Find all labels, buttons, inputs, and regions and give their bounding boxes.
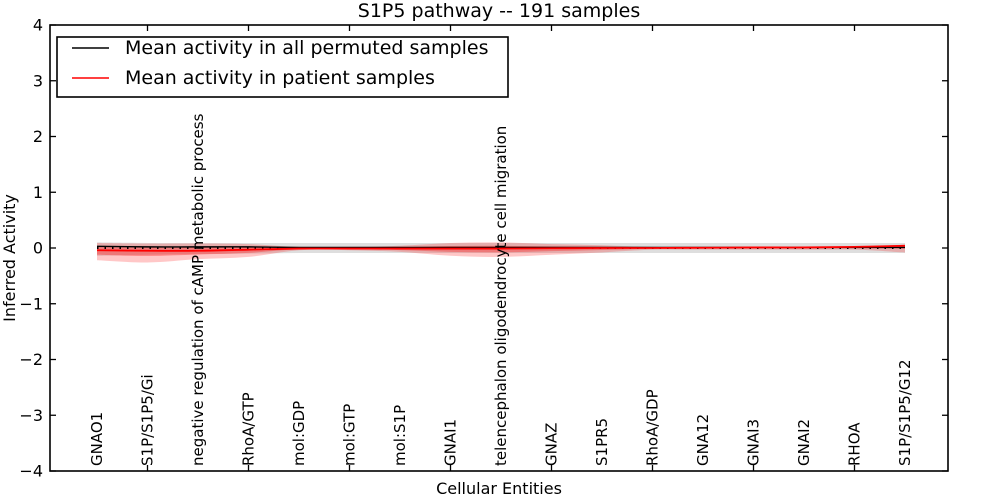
x-category-label: RhoA/GTP [240,392,258,466]
y-tick-label: −3 [19,406,43,425]
chart-title: S1P5 pathway -- 191 samples [358,0,640,22]
x-category-label: GNAI3 [745,419,763,466]
legend-label-patient: Mean activity in patient samples [125,67,435,89]
y-tick-label: 1 [33,183,43,202]
x-category-label: GNAO1 [88,412,106,466]
x-category-label: telencephalon oligodendrocyte cell migra… [492,126,510,466]
x-category-label: S1P/S1P5/G12 [896,359,914,466]
y-tick-label: −4 [19,462,43,481]
legend-box [56,36,509,98]
y-tick-label: 0 [33,239,43,258]
x-axis-label: Cellular Entities [436,479,562,498]
legend-label-permuted: Mean activity in all permuted samples [125,37,488,59]
x-category-label: S1P/S1P5/Gi [139,374,157,466]
x-category-label: GNA12 [694,414,712,466]
x-category-label: GNAI1 [442,419,460,466]
patient-mean-line [96,244,906,252]
x-category-label: RHOA [846,422,864,466]
y-tick-label: 3 [33,71,43,90]
legend: Mean activity in all permuted samples Me… [56,36,509,98]
y-tick-label: 4 [33,16,43,35]
x-category-label: GNAI2 [795,419,813,466]
y-tick-label: −2 [19,350,43,369]
x-category-label: mol:GTP [341,404,359,466]
y-tick-label: 2 [33,127,43,146]
x-category-label: mol:S1P [391,405,409,466]
x-category-label: S1PR5 [593,418,611,466]
y-tick-label: −1 [19,294,43,313]
line-layer [96,244,906,252]
x-category-label: mol:GDP [290,401,308,466]
x-category-label: negative regulation of cAMP metabolic pr… [189,113,207,466]
x-category-label: GNAZ [543,423,561,466]
tick-layer: 4 3 2 1 0 −1 −2 −3 −4 GNAO1 S1P/S1P5/Gi negative re… [19,16,948,481]
y-axis-label: Inferred Activity [0,194,19,322]
x-category-label: RhoA/GDP [644,389,662,466]
